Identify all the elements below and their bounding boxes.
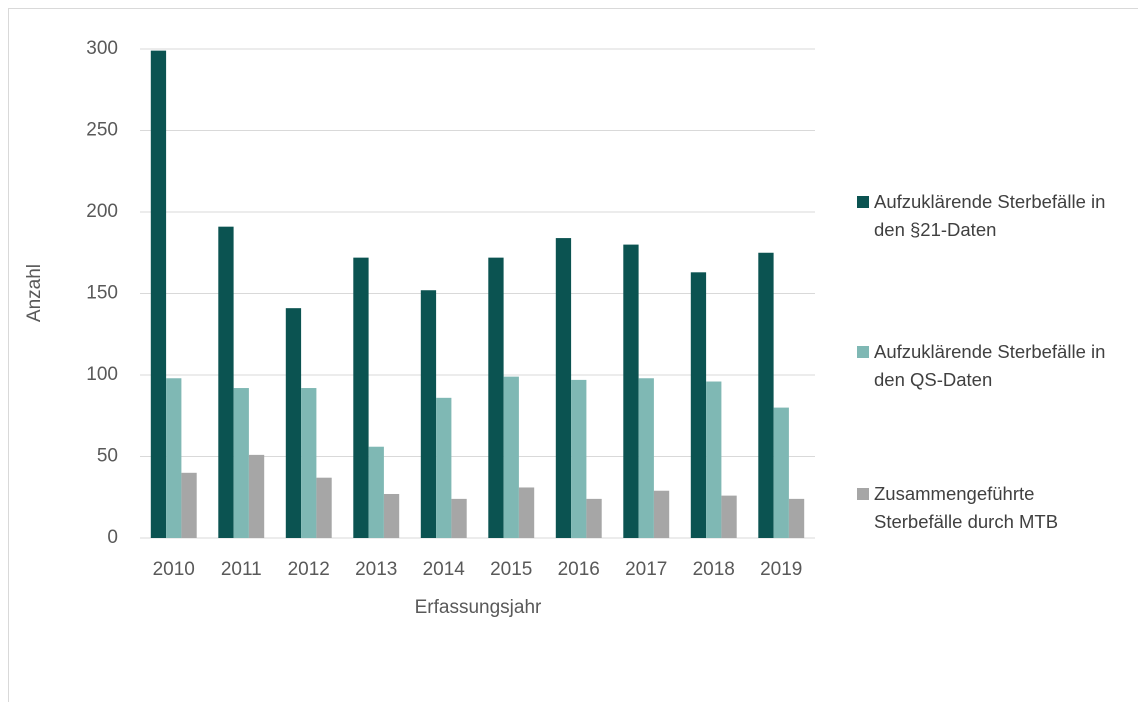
- x-axis-title: Erfassungsjahr: [415, 597, 542, 618]
- y-tick-label: 250: [86, 120, 118, 141]
- bar: [316, 477, 332, 538]
- legend-label: Aufzuklärende Sterbefälle in den §21-Dat…: [874, 191, 1106, 240]
- bar: [218, 226, 234, 539]
- bar: [555, 238, 572, 538]
- bar: [353, 257, 369, 538]
- x-tick-label: 2014: [423, 559, 466, 580]
- bar: [518, 487, 535, 538]
- bar: [638, 378, 654, 538]
- bar: [653, 490, 670, 538]
- bar: [181, 472, 197, 538]
- legend-label: Aufzuklärende Sterbefälle in den QS-Date…: [874, 341, 1106, 390]
- y-tick-label: 50: [97, 446, 118, 467]
- bar: [451, 498, 467, 538]
- bar: [248, 454, 265, 538]
- y-axis-title: Anzahl: [24, 264, 45, 322]
- bar: [285, 308, 302, 538]
- bar: [488, 257, 504, 538]
- bar: [788, 498, 805, 538]
- bar: [758, 252, 774, 538]
- y-tick-label: 0: [107, 527, 118, 548]
- x-tick-label: 2017: [625, 559, 667, 580]
- bar: [436, 397, 452, 538]
- chart-frame: [8, 8, 1138, 702]
- x-tick-label: 2018: [693, 559, 735, 580]
- x-tick-label: 2019: [760, 559, 802, 580]
- bar: [368, 446, 384, 538]
- legend-item: Aufzuklärende Sterbefälle in den §21-Dat…: [857, 188, 1127, 244]
- bar: [150, 50, 167, 538]
- legend-label: Zusammengeführte Sterbefälle durch MTB: [874, 483, 1059, 532]
- bar: [690, 272, 707, 538]
- x-tick-label: 2016: [558, 559, 600, 580]
- bar: [586, 498, 602, 538]
- y-tick-label: 150: [86, 283, 118, 304]
- bar: [233, 388, 249, 538]
- x-tick-label: 2015: [490, 559, 532, 580]
- y-tick-label: 100: [86, 364, 118, 385]
- legend-swatch: [857, 488, 869, 500]
- x-tick-label: 2013: [355, 559, 397, 580]
- bar: [301, 388, 317, 538]
- bar: [706, 381, 722, 538]
- y-tick-label: 300: [86, 38, 118, 59]
- bar: [721, 495, 737, 538]
- bar: [383, 493, 400, 538]
- bar: [571, 379, 587, 538]
- x-tick-label: 2010: [153, 559, 195, 580]
- bar: [623, 244, 639, 538]
- legend-item: Zusammengeführte Sterbefälle durch MTB: [857, 480, 1127, 536]
- x-tick-label: 2011: [221, 559, 262, 580]
- legend-item: Aufzuklärende Sterbefälle in den QS-Date…: [857, 338, 1127, 394]
- legend-swatch: [857, 196, 869, 208]
- y-tick-label: 200: [86, 201, 118, 222]
- bar: [420, 290, 437, 538]
- bar: [773, 407, 789, 538]
- x-tick-label: 2012: [288, 559, 330, 580]
- bar: [166, 378, 182, 538]
- legend-swatch: [857, 346, 869, 358]
- bar: [503, 376, 519, 538]
